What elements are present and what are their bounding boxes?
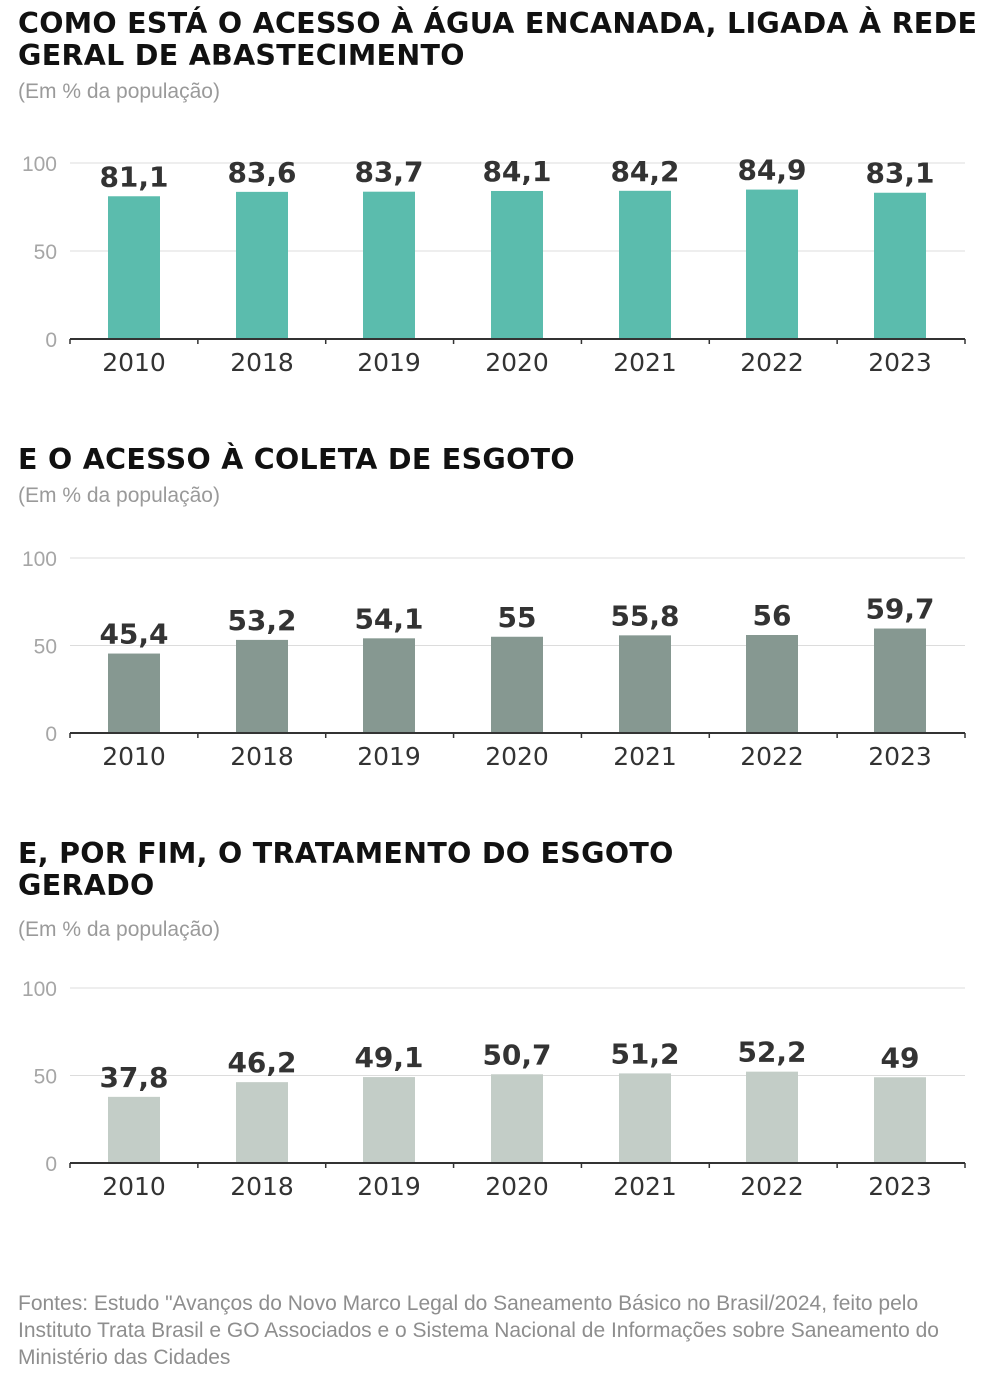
chart-subtitle-water: (Em % da população) (18, 80, 220, 103)
bar (619, 190, 671, 339)
data-label: 53,2 (227, 604, 296, 637)
x-tick-label: 2021 (613, 348, 677, 377)
data-label: 81,1 (99, 160, 168, 193)
x-tick-label: 2020 (485, 348, 549, 377)
x-tick-label: 2010 (102, 742, 166, 771)
bar-chart-water: 100 50 0 81,1 2010 83,6 2018 83,7 2019 84,1 2020 84… (22, 153, 966, 377)
x-tick-label: 2022 (740, 348, 804, 377)
data-label: 83,7 (354, 156, 423, 189)
bar (236, 639, 288, 733)
x-tick-label: 2022 (740, 742, 804, 771)
x-tick-label: 2019 (357, 348, 421, 377)
chart-title-water: COMO ESTÁ O ACESSO À ÁGUA ENCANADA, LIGA… (18, 7, 978, 72)
y-tick-label: 100 (22, 548, 57, 571)
bar (236, 191, 288, 339)
bar (363, 191, 415, 339)
bar (491, 1074, 543, 1163)
bar (108, 653, 160, 733)
data-label: 45,4 (99, 618, 168, 651)
y-tick-label: 50 (34, 1066, 57, 1089)
x-tick-label: 2022 (740, 1172, 804, 1201)
data-label: 37,8 (99, 1061, 168, 1094)
data-label: 49 (881, 1041, 920, 1074)
x-tick-label: 2023 (868, 1172, 932, 1201)
x-tick-label: 2010 (102, 348, 166, 377)
chart-title-sewage-treatment: E, POR FIM, O TRATAMENTO DO ESGOTO GERAD… (18, 837, 674, 902)
bar (619, 635, 671, 733)
data-label: 55,8 (610, 599, 679, 632)
y-tick-label: 100 (22, 978, 57, 1001)
bar (491, 636, 543, 733)
bar (236, 1082, 288, 1163)
chart-subtitle-sewage-treatment: (Em % da população) (18, 918, 220, 941)
data-label: 83,6 (227, 156, 296, 189)
data-label: 84,9 (737, 154, 806, 187)
x-tick-label: 2018 (230, 1172, 294, 1201)
bar (874, 1077, 926, 1163)
x-tick-label: 2023 (868, 742, 932, 771)
data-label: 56 (753, 599, 792, 632)
y-tick-label: 0 (45, 723, 57, 746)
data-label: 52,2 (737, 1036, 806, 1069)
chart-subtitle-sewage-collection: (Em % da população) (18, 484, 220, 507)
bar (746, 189, 798, 339)
y-tick-label: 0 (45, 329, 57, 352)
source-note: Fontes: Estudo "Avanços do Novo Marco Le… (18, 1292, 939, 1369)
bar (746, 635, 798, 733)
y-tick-label: 100 (22, 153, 57, 176)
bar-chart-sewage-collection: 100 50 0 45,4 2010 53,2 2018 54,1 2019 55 2020 55,8… (22, 548, 966, 771)
data-label: 50,7 (482, 1038, 551, 1071)
bar (491, 190, 543, 339)
x-tick-label: 2018 (230, 348, 294, 377)
x-tick-label: 2023 (868, 348, 932, 377)
bar (874, 192, 926, 339)
x-tick-label: 2019 (357, 742, 421, 771)
data-label: 51,2 (610, 1037, 679, 1070)
data-label: 49,1 (354, 1041, 423, 1074)
y-tick-label: 50 (34, 241, 57, 264)
bar (363, 638, 415, 733)
x-tick-label: 2021 (613, 1172, 677, 1201)
data-label: 59,7 (865, 593, 934, 626)
data-label: 46,2 (227, 1046, 296, 1079)
bar (874, 628, 926, 733)
y-tick-label: 50 (34, 636, 57, 659)
x-tick-label: 2010 (102, 1172, 166, 1201)
bar (108, 196, 160, 339)
y-tick-label: 0 (45, 1153, 57, 1176)
data-label: 84,1 (482, 155, 551, 188)
bar-chart-sewage-treatment: 100 50 0 37,8 2010 46,2 2018 49,1 2019 50,7 2020 51… (22, 978, 966, 1201)
data-label: 55 (498, 601, 537, 634)
data-label: 84,2 (610, 155, 679, 188)
bar (363, 1077, 415, 1163)
bar (619, 1073, 671, 1163)
x-tick-label: 2021 (613, 742, 677, 771)
x-tick-label: 2018 (230, 742, 294, 771)
chart-title-sewage-collection: E O ACESSO À COLETA DE ESGOTO (18, 443, 575, 476)
x-tick-label: 2020 (485, 1172, 549, 1201)
data-label: 83,1 (865, 157, 934, 190)
bar (108, 1096, 160, 1163)
x-tick-label: 2019 (357, 1172, 421, 1201)
bar (746, 1071, 798, 1163)
x-tick-label: 2020 (485, 742, 549, 771)
data-label: 54,1 (354, 602, 423, 635)
